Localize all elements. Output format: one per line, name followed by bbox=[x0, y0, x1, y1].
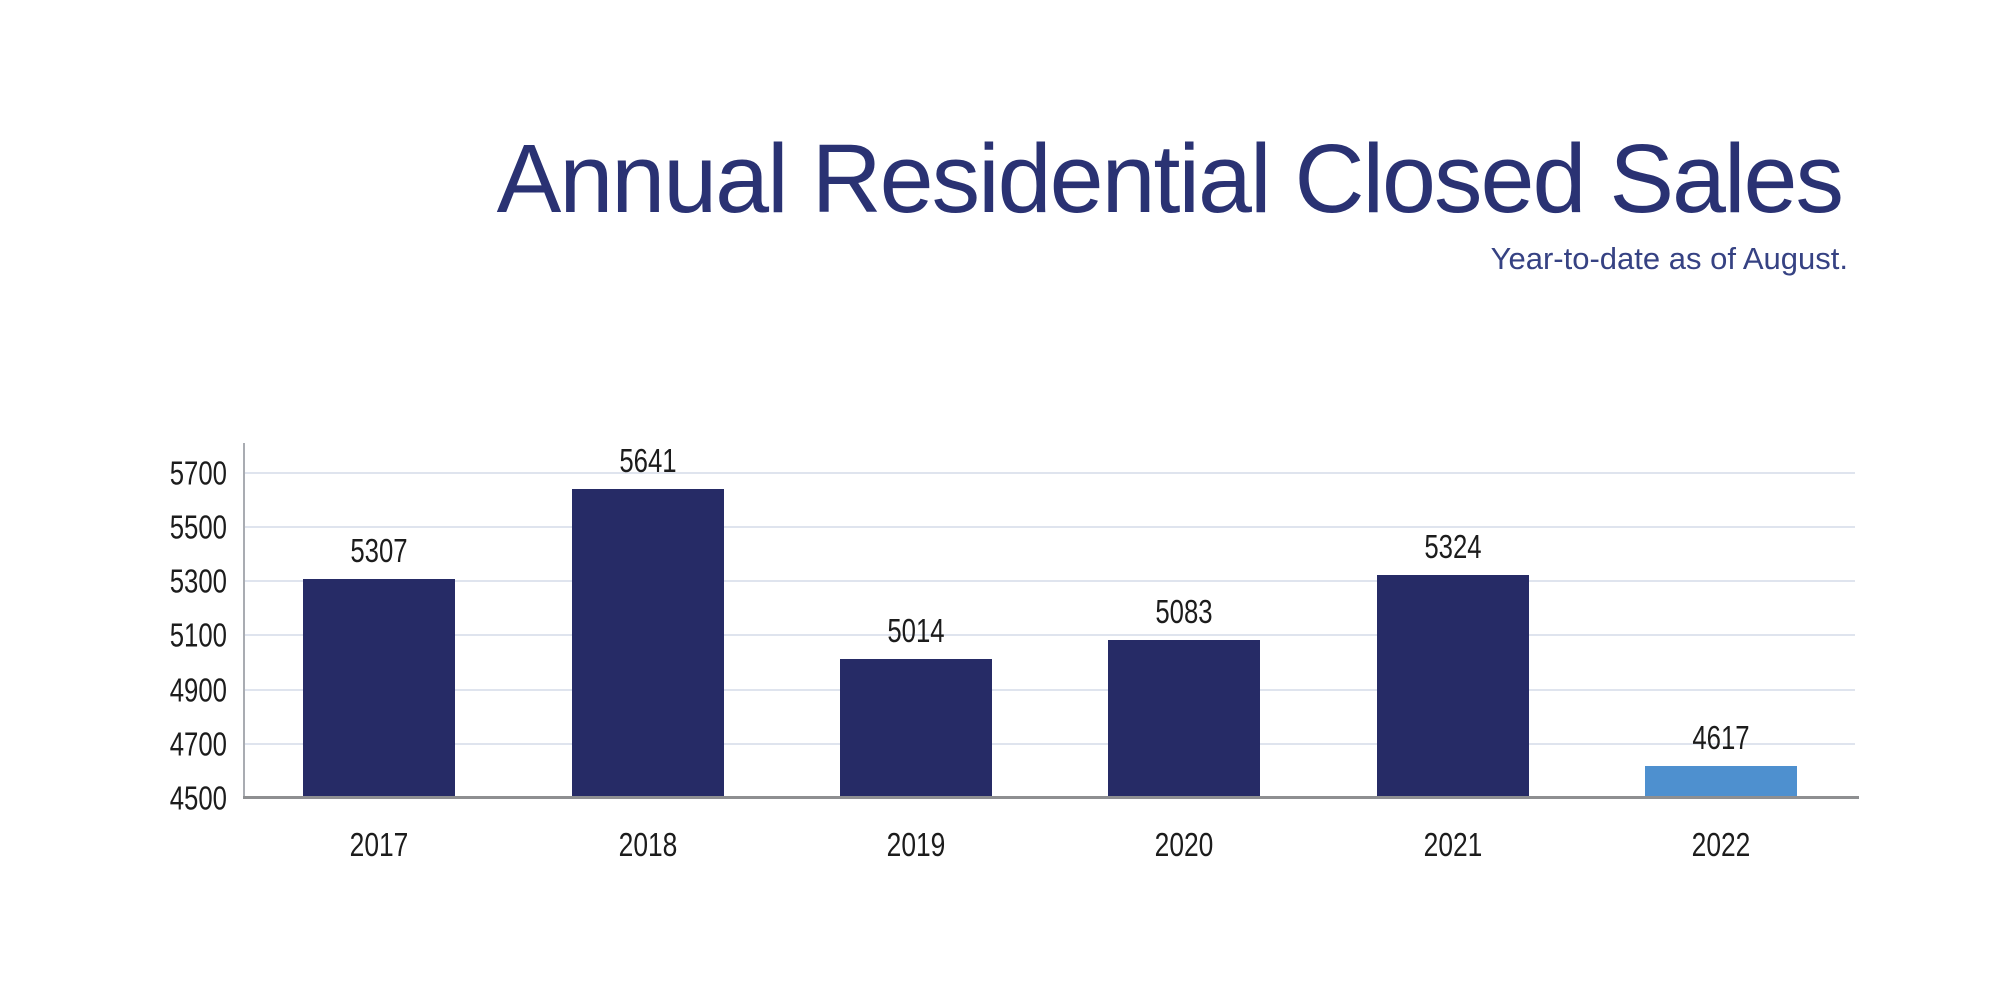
y-axis-line bbox=[243, 443, 245, 798]
chart-title: Annual Residential Closed Sales bbox=[496, 124, 1844, 233]
x-tick-label-2019: 2019 bbox=[886, 826, 946, 863]
gridline-5700 bbox=[245, 471, 1855, 474]
bar-2020 bbox=[1108, 640, 1261, 798]
bar-value-label-2022: 4617 bbox=[1692, 719, 1750, 757]
bar-value-label-2018: 5641 bbox=[618, 441, 677, 479]
y-tick-label-5500: 5500 bbox=[169, 508, 227, 546]
bar-value-label-2017: 5307 bbox=[350, 532, 408, 570]
gridline-5100 bbox=[245, 634, 1855, 637]
x-tick-label-2018: 2018 bbox=[618, 826, 677, 863]
y-tick-label-5100: 5100 bbox=[169, 616, 227, 654]
x-tick-label-2022: 2022 bbox=[1691, 826, 1751, 863]
gridline-4700 bbox=[245, 742, 1855, 745]
x-tick-label-2021: 2021 bbox=[1423, 826, 1482, 863]
bar-2022 bbox=[1644, 766, 1797, 798]
bar-value-label-2020: 5083 bbox=[1155, 593, 1213, 630]
gridline-5300 bbox=[245, 580, 1855, 583]
x-baseline bbox=[243, 796, 1859, 799]
gridline-5500 bbox=[245, 526, 1855, 528]
x-tick-label-2020: 2020 bbox=[1154, 826, 1214, 863]
bar-value-label-2021: 5324 bbox=[1423, 527, 1482, 565]
bar-value-label-2019: 5014 bbox=[887, 611, 945, 649]
bar-2019 bbox=[839, 658, 992, 798]
bar-2018 bbox=[571, 488, 724, 798]
y-tick-label-4700: 4700 bbox=[169, 725, 227, 763]
bar-2021 bbox=[1376, 574, 1529, 798]
chart-subtitle: Year-to-date as of August. bbox=[1490, 241, 1848, 276]
gridline-4900 bbox=[245, 688, 1855, 691]
y-tick-label-5700: 5700 bbox=[169, 454, 227, 492]
y-tick-label-4900: 4900 bbox=[169, 671, 227, 709]
x-tick-label-2017: 2017 bbox=[349, 826, 409, 863]
y-tick-label-5300: 5300 bbox=[169, 562, 227, 600]
bar-2017 bbox=[303, 579, 456, 798]
y-tick-label-4500: 4500 bbox=[169, 779, 227, 817]
